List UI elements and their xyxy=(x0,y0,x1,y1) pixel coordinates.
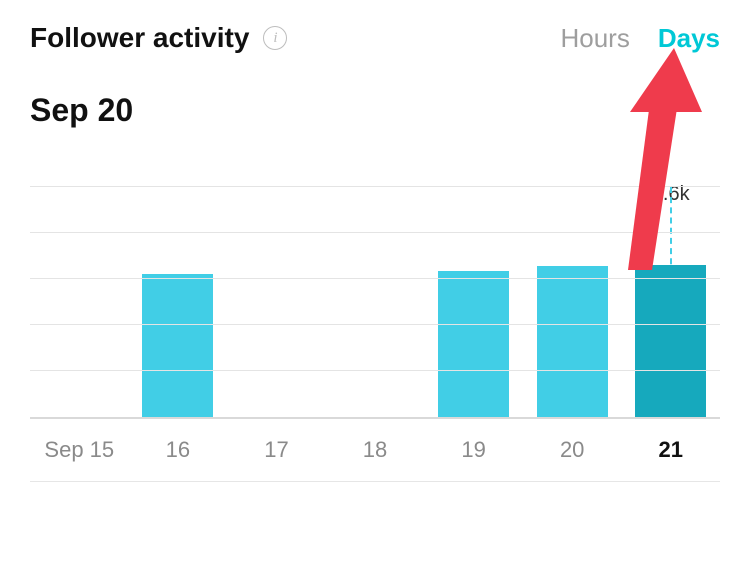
bar[interactable] xyxy=(537,266,608,417)
gridline xyxy=(30,324,720,325)
bar[interactable] xyxy=(142,274,213,417)
xaxis-label: 18 xyxy=(326,437,425,463)
xaxis-label: Sep 15 xyxy=(30,437,129,463)
xaxis-label: 17 xyxy=(227,437,326,463)
bar-slot[interactable] xyxy=(621,187,720,417)
xaxis-label: 21 xyxy=(621,437,720,463)
tab-hours[interactable]: Hours xyxy=(560,23,629,54)
selected-date: Sep 20 xyxy=(30,92,720,129)
bar[interactable] xyxy=(635,265,706,417)
gridline xyxy=(30,186,720,187)
gridline xyxy=(30,232,720,233)
xaxis-label: 16 xyxy=(129,437,228,463)
xaxis-label: 19 xyxy=(424,437,523,463)
gridline xyxy=(30,370,720,371)
bar-slot[interactable] xyxy=(326,187,425,417)
header-left: Follower activity i xyxy=(30,22,287,54)
header-row: Follower activity i Hours Days xyxy=(30,22,720,54)
tab-days[interactable]: Days xyxy=(658,23,720,54)
bar-slot[interactable] xyxy=(227,187,326,417)
panel-title: Follower activity xyxy=(30,22,249,54)
bar-slot[interactable] xyxy=(424,187,523,417)
chart-bars xyxy=(30,187,720,417)
bar[interactable] xyxy=(438,271,509,417)
bar-slot[interactable] xyxy=(129,187,228,417)
bar-slot[interactable] xyxy=(523,187,622,417)
analytics-panel: Follower activity i Hours Days Sep 20 6.… xyxy=(0,0,750,584)
gridline xyxy=(30,278,720,279)
bar-slot[interactable] xyxy=(30,187,129,417)
follower-activity-chart: 6.6k Sep 15161718192021 xyxy=(30,187,720,482)
chart-xaxis: Sep 15161718192021 xyxy=(30,437,720,482)
xaxis-label: 20 xyxy=(523,437,622,463)
tabs: Hours Days xyxy=(560,23,720,54)
chart-grid xyxy=(30,187,720,419)
info-icon[interactable]: i xyxy=(263,26,287,50)
